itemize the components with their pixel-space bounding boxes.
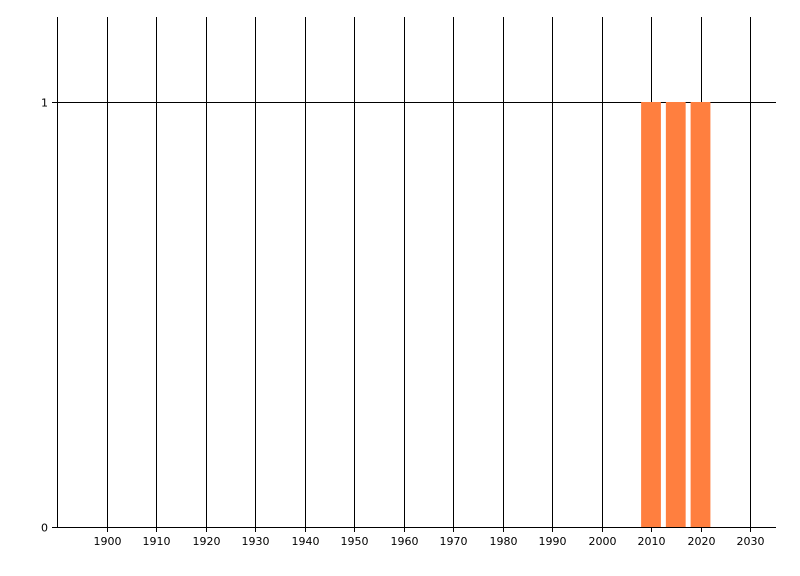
y-tick-label: 1 xyxy=(41,97,48,110)
x-tick-label: 2010 xyxy=(638,535,666,548)
x-tick-label: 1900 xyxy=(94,535,122,548)
x-tick-label: 1910 xyxy=(143,535,171,548)
x-tick-label: 1940 xyxy=(292,535,320,548)
bar xyxy=(641,102,661,527)
x-tick-label: 1920 xyxy=(193,535,221,548)
x-tick-label: 1970 xyxy=(440,535,468,548)
x-tick-label: 1930 xyxy=(242,535,270,548)
x-tick-label: 2000 xyxy=(589,535,617,548)
x-tick-label: 1950 xyxy=(341,535,369,548)
bar xyxy=(665,102,686,527)
bar xyxy=(690,102,711,527)
x-tick-label: 2020 xyxy=(688,535,716,548)
x-tick-label: 1990 xyxy=(539,535,567,548)
y-tick-label: 0 xyxy=(41,522,48,535)
x-tick-label: 1960 xyxy=(391,535,419,548)
x-tick-label: 2030 xyxy=(737,535,765,548)
x-tick-label: 1980 xyxy=(490,535,518,548)
